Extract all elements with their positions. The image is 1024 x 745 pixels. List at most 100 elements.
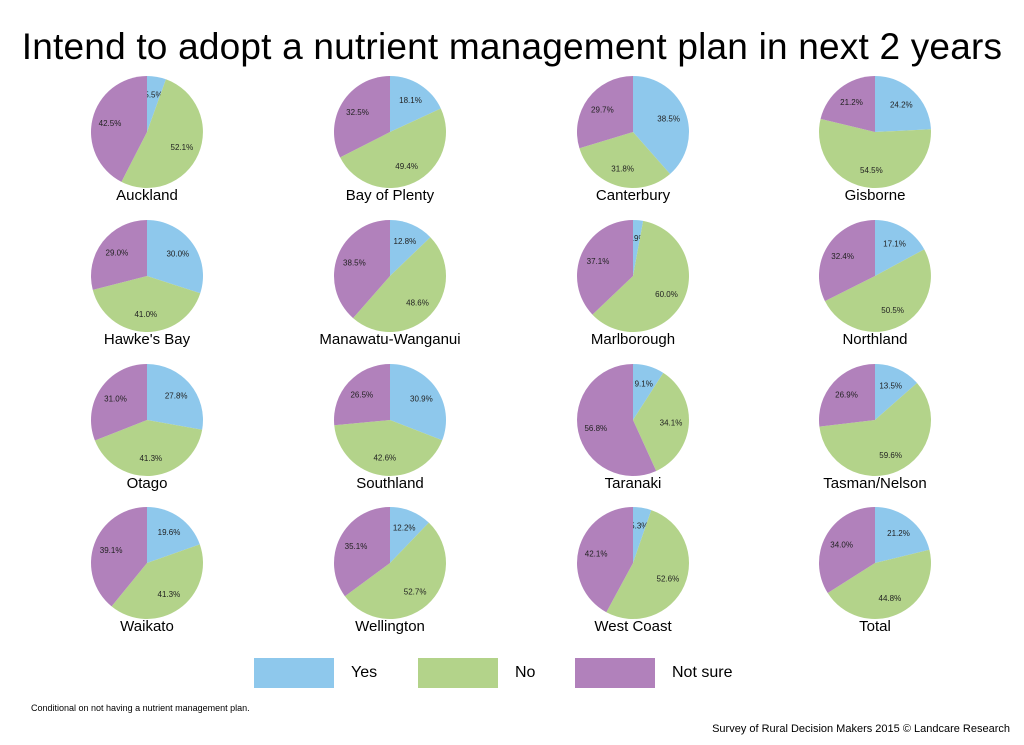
pie-title: Northland bbox=[842, 331, 907, 348]
pie-title: Wellington bbox=[355, 618, 425, 635]
pie-title: Gisborne bbox=[845, 187, 906, 204]
pie-title: West Coast bbox=[594, 618, 672, 635]
pie-value-label: 41.3% bbox=[139, 454, 162, 463]
pie-value-label: 29.0% bbox=[106, 249, 129, 258]
pie-slice-no bbox=[824, 249, 931, 332]
pie-value-label: 24.2% bbox=[890, 100, 913, 109]
pie-title: Bay of Plenty bbox=[346, 187, 435, 204]
pie-value-label: 59.6% bbox=[879, 451, 902, 460]
pie-slice-no bbox=[344, 522, 446, 619]
pie-value-label: 12.8% bbox=[394, 237, 417, 246]
pie-slice-not-sure bbox=[333, 76, 390, 158]
pie-slice-yes bbox=[147, 507, 200, 563]
pie-value-label: 52.1% bbox=[171, 143, 194, 152]
pie-value-label: 44.8% bbox=[879, 594, 902, 603]
pie-slice-not-sure bbox=[820, 76, 875, 132]
legend-label-not-sure: Not sure bbox=[672, 664, 733, 681]
pie-value-label: 2.9% bbox=[627, 234, 645, 243]
legend-swatch-not-sure bbox=[575, 658, 655, 688]
pie-value-label: 27.8% bbox=[165, 392, 188, 401]
pie-slice-no bbox=[827, 549, 931, 619]
pie-waikato: 19.6% 41.3% 39.1% Waikato bbox=[91, 507, 204, 635]
pie-title: Taranaki bbox=[605, 475, 662, 492]
pie-value-label: 32.5% bbox=[346, 108, 369, 117]
pie-canterbury: 38.5% 31.8% 29.7% Canterbury bbox=[576, 75, 690, 204]
pie-value-label: 26.5% bbox=[350, 390, 373, 399]
pie-title: Manawatu-Wanganui bbox=[319, 331, 460, 348]
pie-value-label: 21.2% bbox=[887, 529, 910, 538]
pie-value-label: 50.5% bbox=[881, 306, 904, 315]
pie-slice-not-sure bbox=[90, 76, 147, 182]
pie-title: Hawke's Bay bbox=[104, 331, 191, 348]
pie-slice-not-sure bbox=[333, 220, 390, 319]
pie-slice-not-sure bbox=[819, 364, 875, 427]
pie-slice-not-sure bbox=[819, 507, 875, 594]
pie-slice-not-sure bbox=[334, 364, 390, 426]
pie-value-label: 5.3% bbox=[630, 521, 648, 530]
pie-southland: 30.9% 42.6% 26.5% Southland bbox=[334, 363, 447, 492]
pie-value-label: 9.1% bbox=[635, 380, 653, 389]
pie-slice-no bbox=[353, 237, 447, 333]
pie-slice-yes bbox=[875, 220, 925, 276]
pie-value-label: 17.1% bbox=[883, 239, 906, 248]
pie-slice-no bbox=[579, 132, 671, 189]
pie-slice-yes bbox=[875, 76, 931, 132]
pie-value-label: 21.2% bbox=[840, 98, 863, 107]
pie-value-label: 37.1% bbox=[587, 257, 610, 266]
pie-value-label: 42.1% bbox=[585, 550, 608, 559]
pie-slice-no bbox=[121, 79, 203, 188]
pie-slice-no bbox=[633, 372, 690, 471]
legend: Yes No Not sure bbox=[0, 658, 1024, 690]
pie-slice-yes bbox=[875, 364, 918, 420]
pie-slice-no bbox=[818, 118, 931, 189]
legend-label-yes: Yes bbox=[351, 664, 378, 681]
pie-slice-not-sure bbox=[91, 507, 147, 607]
pie-auckland: 5.5% 52.1% 42.5% Auckland bbox=[90, 76, 203, 204]
pie-value-label: 42.6% bbox=[373, 454, 396, 463]
pie-title: Marlborough bbox=[591, 331, 675, 348]
legend-swatch-no bbox=[418, 658, 498, 688]
pie-title: Waikato bbox=[120, 618, 174, 635]
pie-slice-not-sure bbox=[333, 507, 390, 597]
pie-slice-yes bbox=[147, 364, 203, 430]
pie-value-label: 26.9% bbox=[835, 391, 858, 400]
pie-value-label: 56.8% bbox=[584, 424, 607, 433]
pie-value-label: 54.5% bbox=[860, 166, 883, 175]
pie-value-label: 30.9% bbox=[410, 395, 433, 404]
pie-slice-no bbox=[92, 276, 201, 332]
pie-slice-not-sure bbox=[90, 220, 147, 290]
pie-gisborne: 24.2% 54.5% 21.2% Gisborne bbox=[818, 76, 931, 204]
pie-value-label: 52.6% bbox=[657, 574, 680, 583]
pie-value-label: 38.5% bbox=[343, 259, 366, 268]
pie-value-label: 35.1% bbox=[345, 542, 368, 551]
pie-value-label: 32.4% bbox=[831, 252, 854, 261]
pie-value-label: 12.2% bbox=[393, 524, 416, 533]
pie-slice-no bbox=[340, 108, 447, 189]
legend-label-no: No bbox=[515, 664, 536, 681]
pie-value-label: 30.0% bbox=[166, 250, 189, 259]
pie-slice-yes bbox=[390, 220, 431, 276]
pie-slice-yes bbox=[147, 76, 166, 132]
pie-value-label: 49.4% bbox=[395, 162, 418, 171]
pie-slice-not-sure bbox=[577, 507, 633, 613]
pie-title: Canterbury bbox=[596, 187, 671, 204]
pie-value-label: 5.5% bbox=[144, 91, 162, 100]
pie-title: Tasman/Nelson bbox=[823, 475, 926, 492]
pie-otago: 27.8% 41.3% 31.0% Otago bbox=[90, 364, 203, 492]
pie-value-label: 41.3% bbox=[158, 590, 181, 599]
pie-wellington: 12.2% 52.7% 35.1% Wellington bbox=[333, 507, 446, 635]
pie-west-coast: 5.3% 52.6% 42.1% West Coast bbox=[577, 507, 690, 635]
pie-slice-yes bbox=[147, 220, 203, 294]
pie-value-label: 42.5% bbox=[99, 119, 122, 128]
chart-title: Intend to adopt a nutrient management pl… bbox=[21, 26, 1003, 67]
pie-taranaki: 9.1% 34.1% 56.8% Taranaki bbox=[577, 364, 690, 492]
pie-value-label: 19.6% bbox=[158, 528, 181, 537]
pie-value-label: 41.0% bbox=[134, 310, 157, 319]
pie-slice-no bbox=[592, 220, 690, 333]
pie-slice-not-sure bbox=[577, 364, 657, 477]
pie-total: 21.2% 44.8% 34.0% Total bbox=[819, 507, 931, 635]
pie-value-label: 39.1% bbox=[100, 546, 123, 555]
pie-value-label: 52.7% bbox=[404, 588, 427, 597]
credit-line: Survey of Rural Decision Makers 2015 © L… bbox=[712, 723, 1010, 735]
pie-slice-no bbox=[606, 510, 690, 620]
